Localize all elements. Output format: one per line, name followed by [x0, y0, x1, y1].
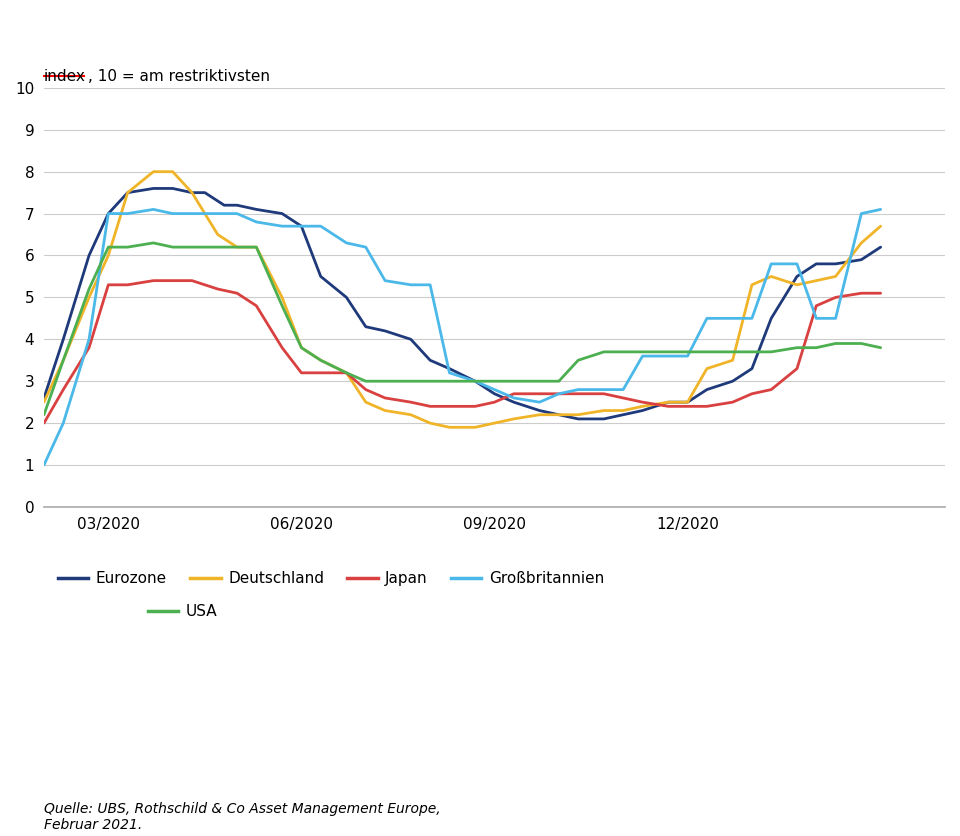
Legend: USA: USA [142, 599, 224, 625]
Text: Quelle: UBS, Rothschild & Co Asset Management Europe,
Februar 2021.: Quelle: UBS, Rothschild & Co Asset Manag… [44, 802, 441, 832]
Text: index: index [44, 69, 85, 84]
Text: , 10 = am restriktivsten: , 10 = am restriktivsten [88, 69, 270, 84]
